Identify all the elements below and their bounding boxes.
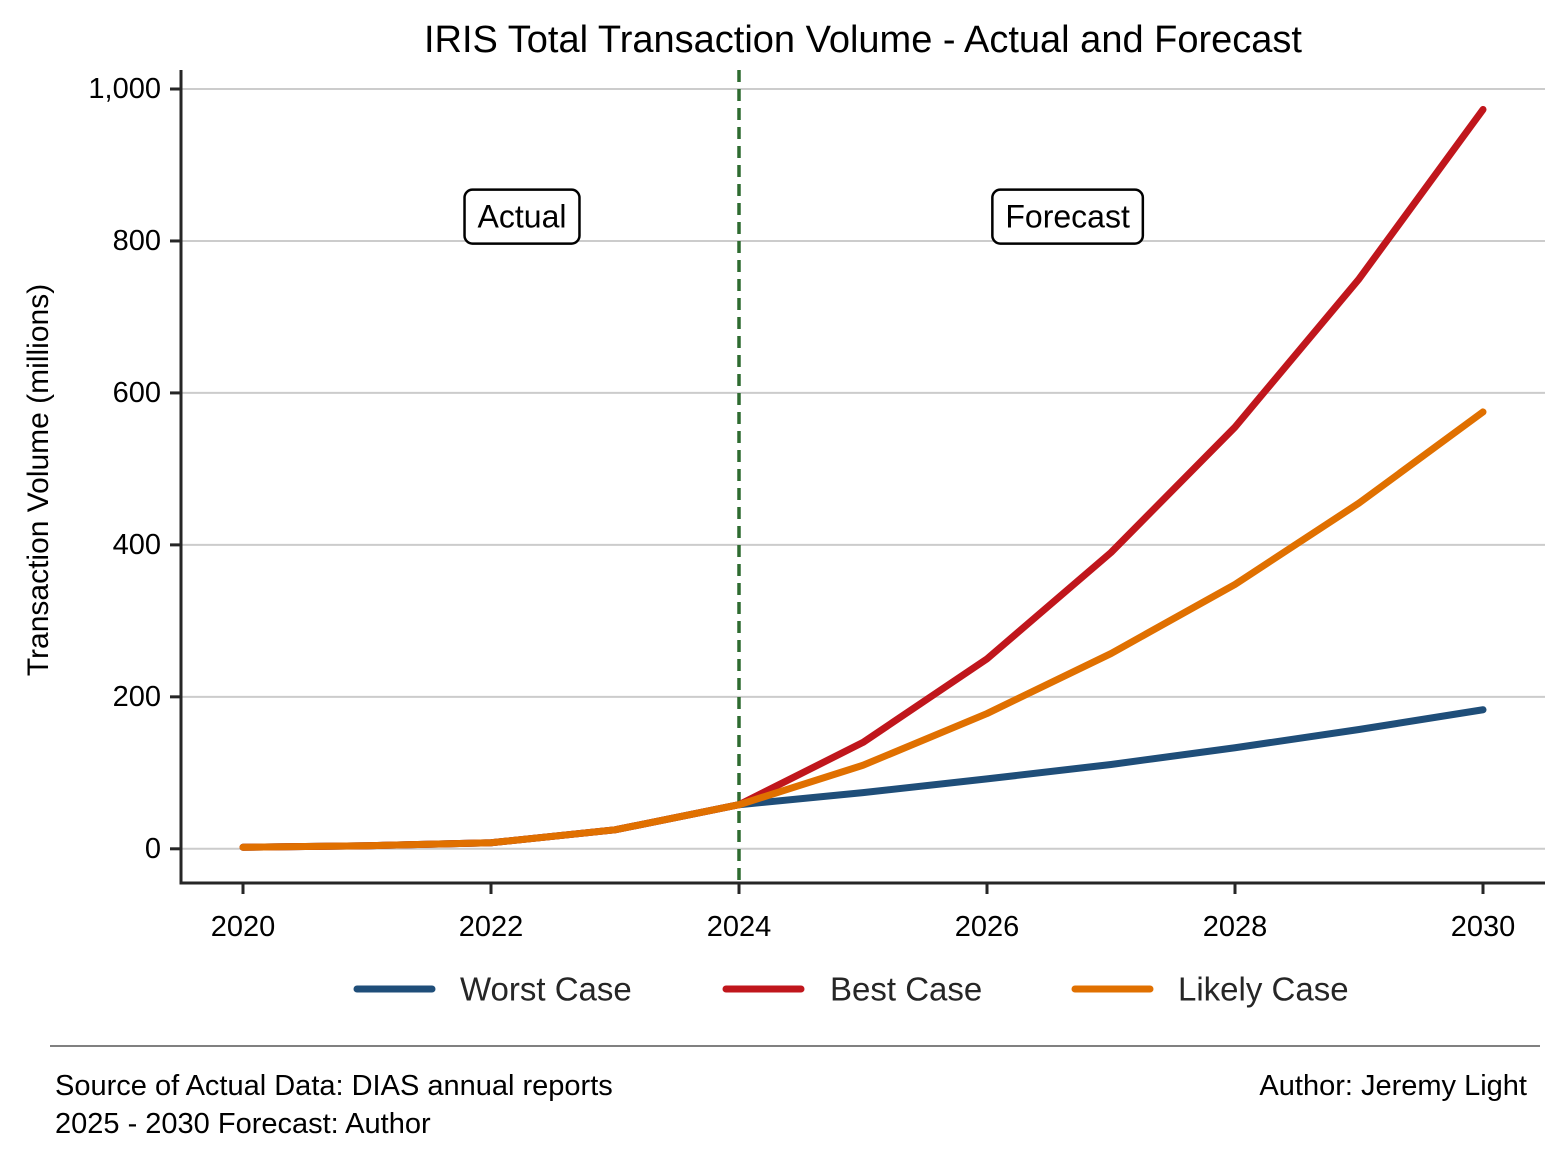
forecast-note: 2025 - 2030 Forecast: Author	[55, 1108, 431, 1140]
x-tick-label: 2020	[211, 911, 276, 943]
author-credit: Author: Jeremy Light	[1259, 1067, 1527, 1105]
chart-title: IRIS Total Transaction Volume - Actual a…	[424, 19, 1302, 61]
annotation-box	[463, 188, 581, 245]
y-axis-label: Transaction Volume (millions)	[22, 284, 55, 676]
y-tick-label: 600	[113, 377, 161, 409]
x-tick-label: 2026	[955, 911, 1020, 943]
annotation-box	[991, 188, 1145, 245]
y-ticks: 0 200 400 600 800 1,000	[88, 73, 181, 865]
x-tick-label: 2028	[1203, 911, 1268, 943]
source-note: Source of Actual Data: DIAS annual repor…	[55, 1070, 613, 1102]
chart: IRIS Total Transaction Volume - Actual a…	[22, 19, 1545, 1008]
annotation-0: Actual	[463, 188, 581, 245]
footer-divider	[50, 1045, 1540, 1047]
legend-item-worst-case: Worst Case	[353, 971, 632, 1008]
x-tick-label: 2024	[707, 911, 772, 943]
series-lines	[239, 106, 1487, 851]
legend-label: Best Case	[830, 971, 982, 1008]
annotations: Actual Forecast	[463, 188, 1145, 245]
annotation-label: Forecast	[1005, 199, 1130, 235]
y-tick-label: 800	[113, 225, 161, 257]
y-tick-label: 400	[113, 529, 161, 561]
axes	[179, 70, 1545, 885]
x-tick-label: 2022	[459, 911, 524, 943]
legend: Worst Case Best Case Likely Case	[353, 971, 1349, 1008]
legend-label: Worst Case	[460, 971, 632, 1008]
author-note: Author: Jeremy Light	[1259, 1070, 1527, 1102]
legend-item-best-case: Best Case	[722, 971, 982, 1008]
annotation-label: Actual	[478, 199, 567, 235]
legend-item-likely-case: Likely Case	[1071, 971, 1349, 1008]
y-tick-label: 0	[145, 833, 161, 865]
x-ticks: 2020 2022 2024 2026 2028 2030	[211, 883, 1516, 943]
legend-label: Likely Case	[1178, 971, 1349, 1008]
y-tick-label: 1,000	[88, 73, 161, 105]
x-tick-label: 2030	[1451, 911, 1516, 943]
series-line-worst-case	[239, 706, 1487, 851]
series-line-likely-case	[239, 408, 1487, 851]
y-tick-label: 200	[113, 681, 161, 713]
annotation-1: Forecast	[991, 188, 1145, 245]
gridlines	[181, 87, 1545, 850]
footer-notes: Source of Actual Data: DIAS annual repor…	[55, 1067, 613, 1143]
